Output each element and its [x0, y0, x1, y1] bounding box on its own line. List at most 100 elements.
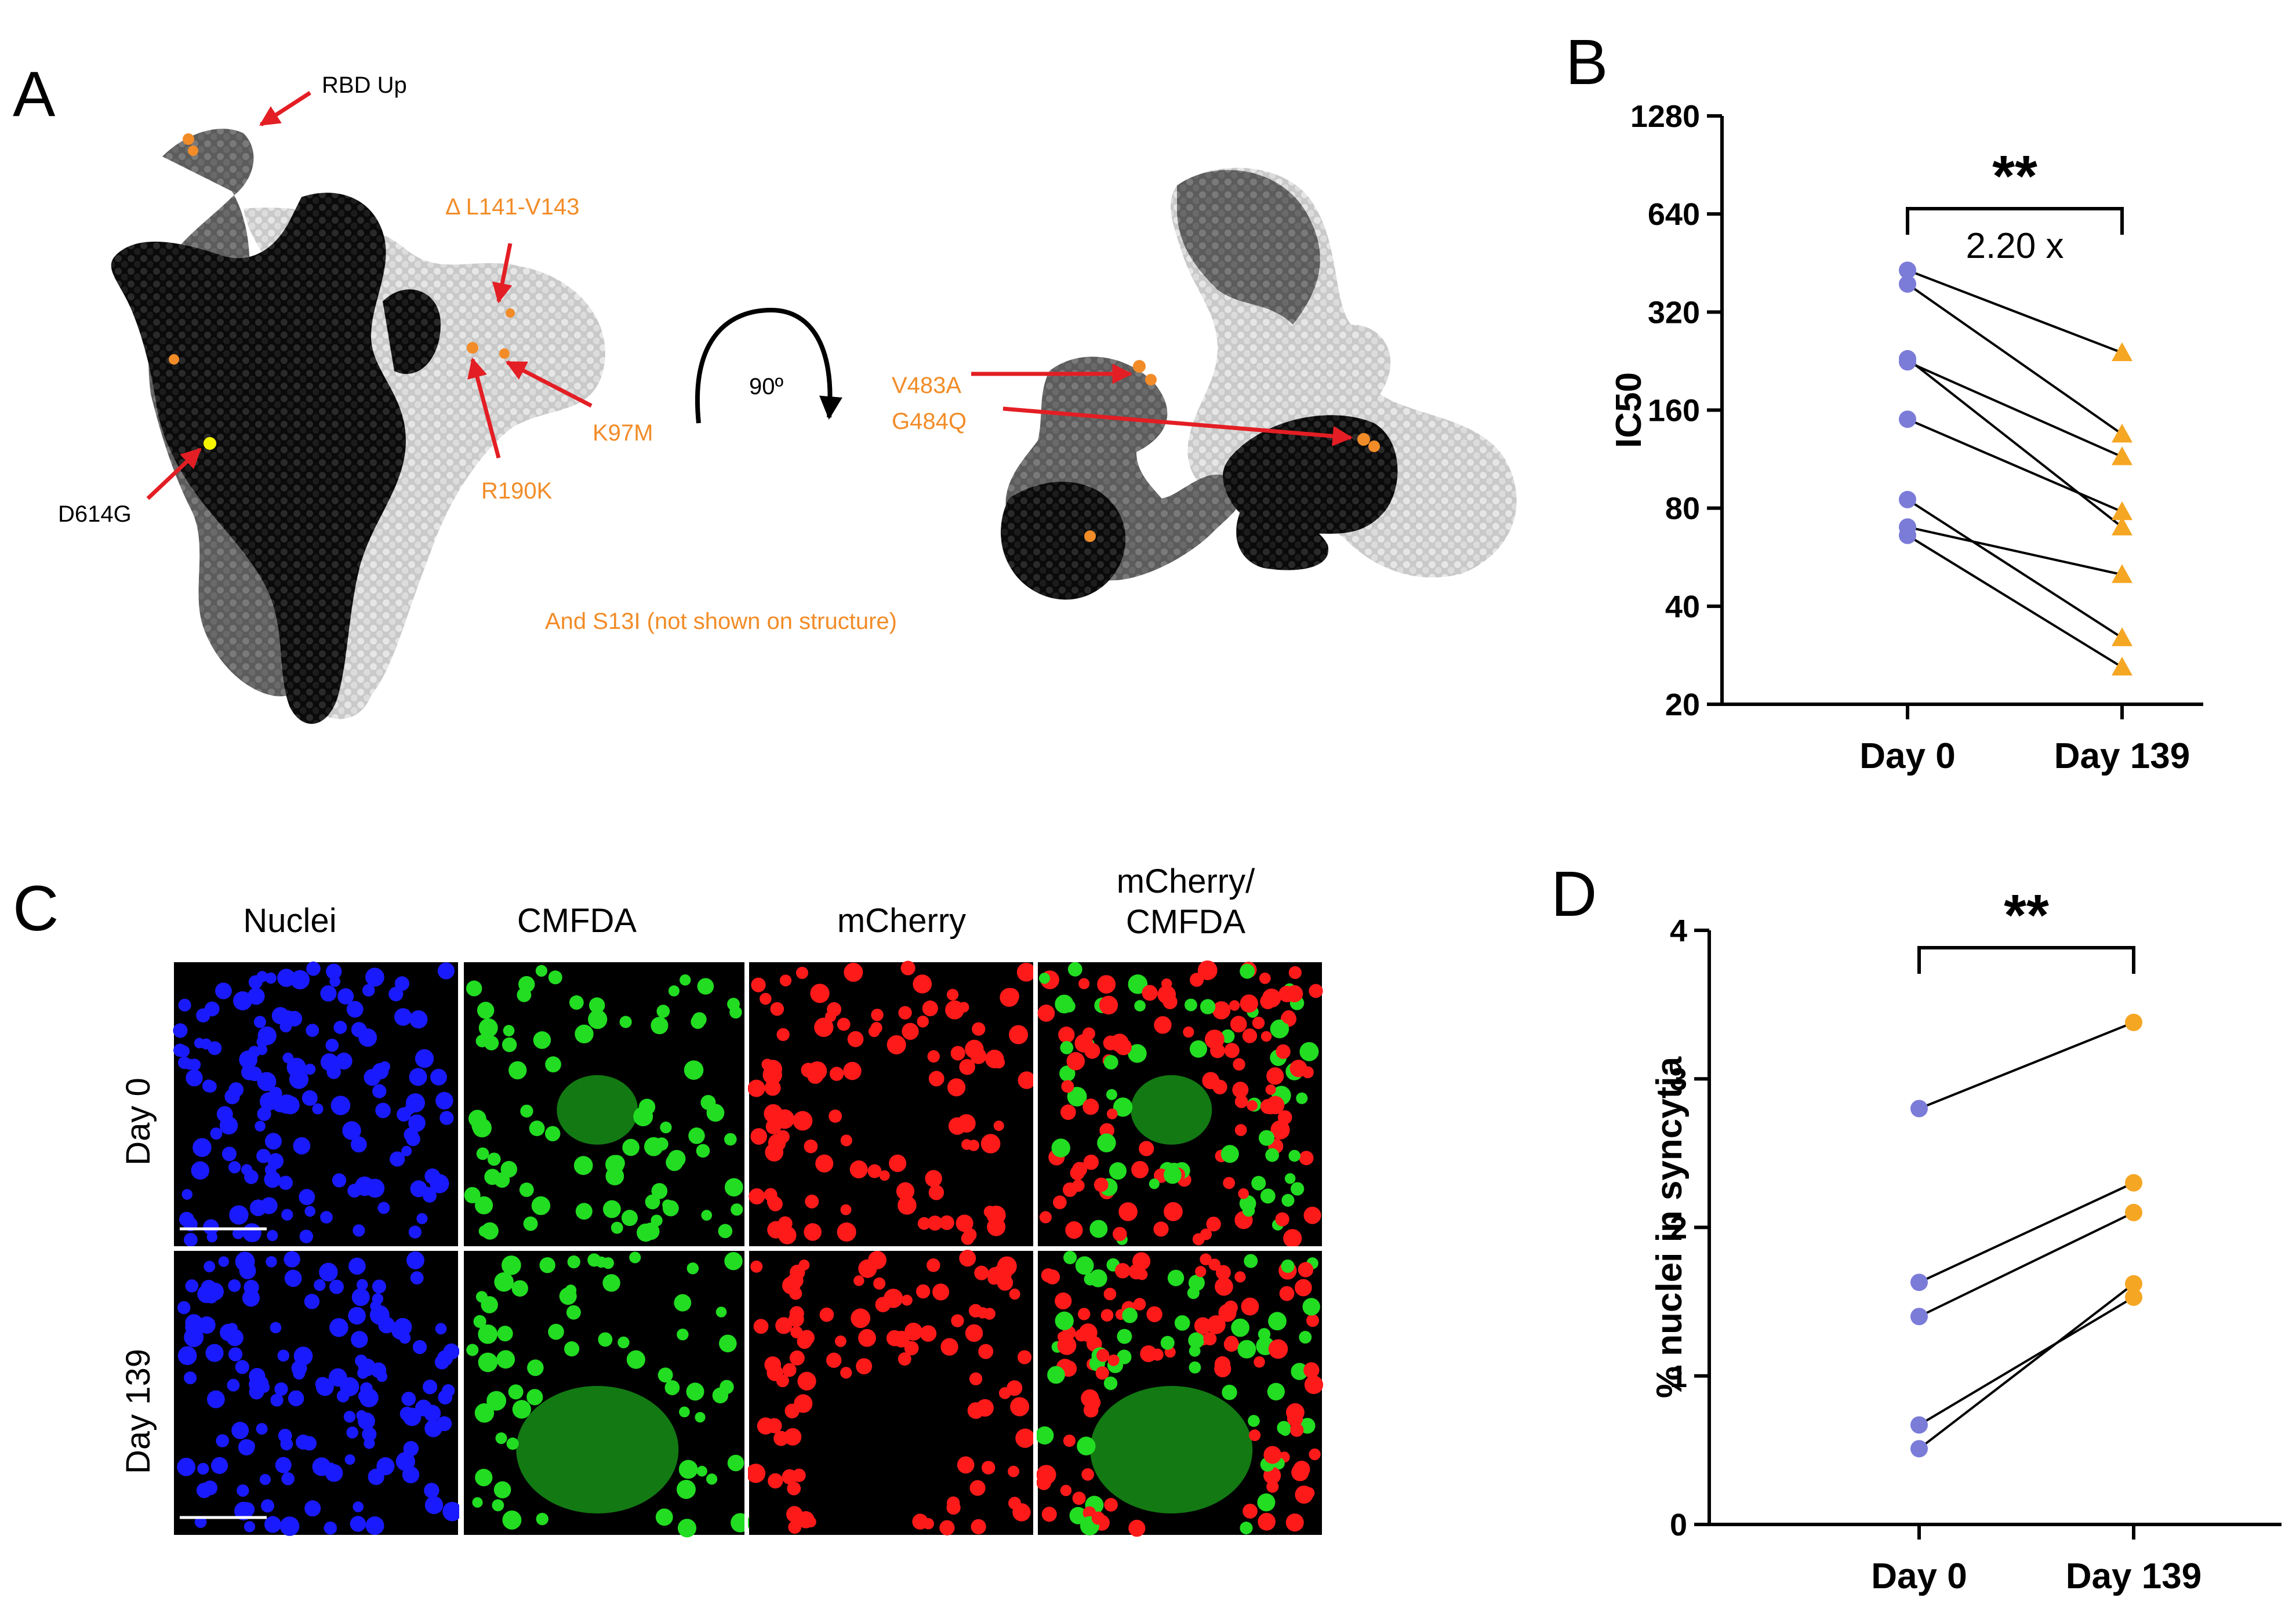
cell — [719, 1334, 737, 1353]
cell — [691, 1014, 705, 1029]
cell — [1018, 1071, 1036, 1089]
y-tick-label: 80 — [1665, 492, 1700, 526]
cell — [497, 1326, 513, 1342]
cell — [329, 1318, 348, 1337]
y-axis-label: IC50 — [1609, 372, 1649, 448]
cell — [776, 1374, 789, 1388]
cell — [948, 1117, 967, 1135]
cell — [913, 974, 932, 994]
cell — [706, 1473, 718, 1485]
cell — [917, 1217, 931, 1230]
cell — [306, 961, 321, 976]
cell — [442, 1501, 462, 1522]
cell — [565, 1284, 577, 1296]
micrograph-tile — [747, 960, 1036, 1246]
cell — [473, 1315, 486, 1328]
significance-bracket — [1906, 207, 2124, 235]
cell — [727, 1454, 744, 1472]
cell — [326, 963, 342, 980]
cell — [253, 1016, 266, 1028]
r190k-site — [467, 342, 478, 354]
cell — [196, 1482, 212, 1498]
cell — [1097, 975, 1116, 994]
cell — [1258, 1130, 1275, 1146]
cell — [1117, 1329, 1132, 1344]
cell — [598, 1332, 613, 1347]
cell — [837, 1222, 856, 1242]
cell — [766, 1108, 784, 1126]
cell — [191, 1161, 210, 1180]
day139-point — [2112, 516, 2132, 536]
significance-bracket — [1917, 946, 2135, 974]
cell — [1128, 974, 1148, 994]
cell — [776, 1028, 790, 1042]
cell — [898, 1006, 912, 1020]
cell — [365, 967, 384, 987]
cell — [662, 1199, 673, 1210]
cell — [312, 1103, 324, 1115]
cell — [1066, 1051, 1085, 1071]
cell — [351, 1331, 368, 1348]
cell — [362, 984, 375, 997]
cell — [233, 991, 252, 1011]
cell — [1215, 1265, 1231, 1280]
cell — [324, 1521, 337, 1535]
cell — [529, 1120, 545, 1137]
cell — [257, 1026, 277, 1046]
cell — [325, 1039, 339, 1052]
day139-point — [2112, 501, 2132, 521]
annotation-del-l141-v143: Δ L141-V143 — [445, 194, 579, 220]
cell — [1304, 1375, 1324, 1395]
day139-point — [2125, 1013, 2142, 1031]
cell — [206, 1390, 225, 1409]
y-tick-label: 160 — [1648, 394, 1700, 428]
cell — [1242, 1028, 1258, 1043]
cell — [968, 1140, 980, 1151]
day139-point — [2125, 1203, 2142, 1221]
cell — [871, 1009, 884, 1021]
cell — [312, 1457, 331, 1476]
cell — [889, 1154, 907, 1173]
cell — [645, 1194, 660, 1210]
cell — [588, 997, 605, 1014]
cell — [993, 1120, 1004, 1131]
cell — [1128, 1519, 1146, 1537]
cell — [177, 1457, 196, 1476]
cell — [216, 1106, 233, 1123]
microscopy-grid — [173, 960, 1324, 1538]
cell — [1303, 1206, 1321, 1224]
day0-point — [1910, 1273, 1928, 1291]
cell — [406, 1251, 424, 1269]
cell — [666, 1153, 684, 1171]
cell — [696, 1144, 710, 1158]
cell — [1139, 1141, 1154, 1156]
cell — [184, 1371, 197, 1385]
cell — [807, 1061, 827, 1081]
cell — [1200, 999, 1216, 1014]
cell — [621, 1210, 638, 1227]
cell — [847, 1031, 864, 1047]
cell — [1089, 1220, 1108, 1238]
cell — [183, 1232, 198, 1247]
cell — [1007, 1380, 1023, 1396]
day0-point — [1899, 410, 1916, 428]
cell — [626, 1350, 645, 1369]
cell — [1039, 1211, 1052, 1224]
cell — [900, 960, 916, 976]
cell — [1010, 1397, 1030, 1417]
cell — [415, 1049, 434, 1068]
cell — [1103, 1287, 1117, 1301]
panel-label-d: D — [1551, 858, 1597, 930]
cell — [566, 1305, 581, 1320]
cell — [969, 1372, 983, 1385]
rbd-mutation-site — [188, 145, 198, 156]
cell — [1055, 1292, 1072, 1310]
cell — [797, 1511, 815, 1529]
cell — [858, 1329, 876, 1347]
cell — [336, 1389, 350, 1403]
l141-site — [506, 308, 515, 318]
cell — [1081, 1468, 1094, 1481]
cell — [242, 1289, 260, 1307]
cell — [965, 1039, 984, 1059]
cell — [475, 1196, 493, 1215]
